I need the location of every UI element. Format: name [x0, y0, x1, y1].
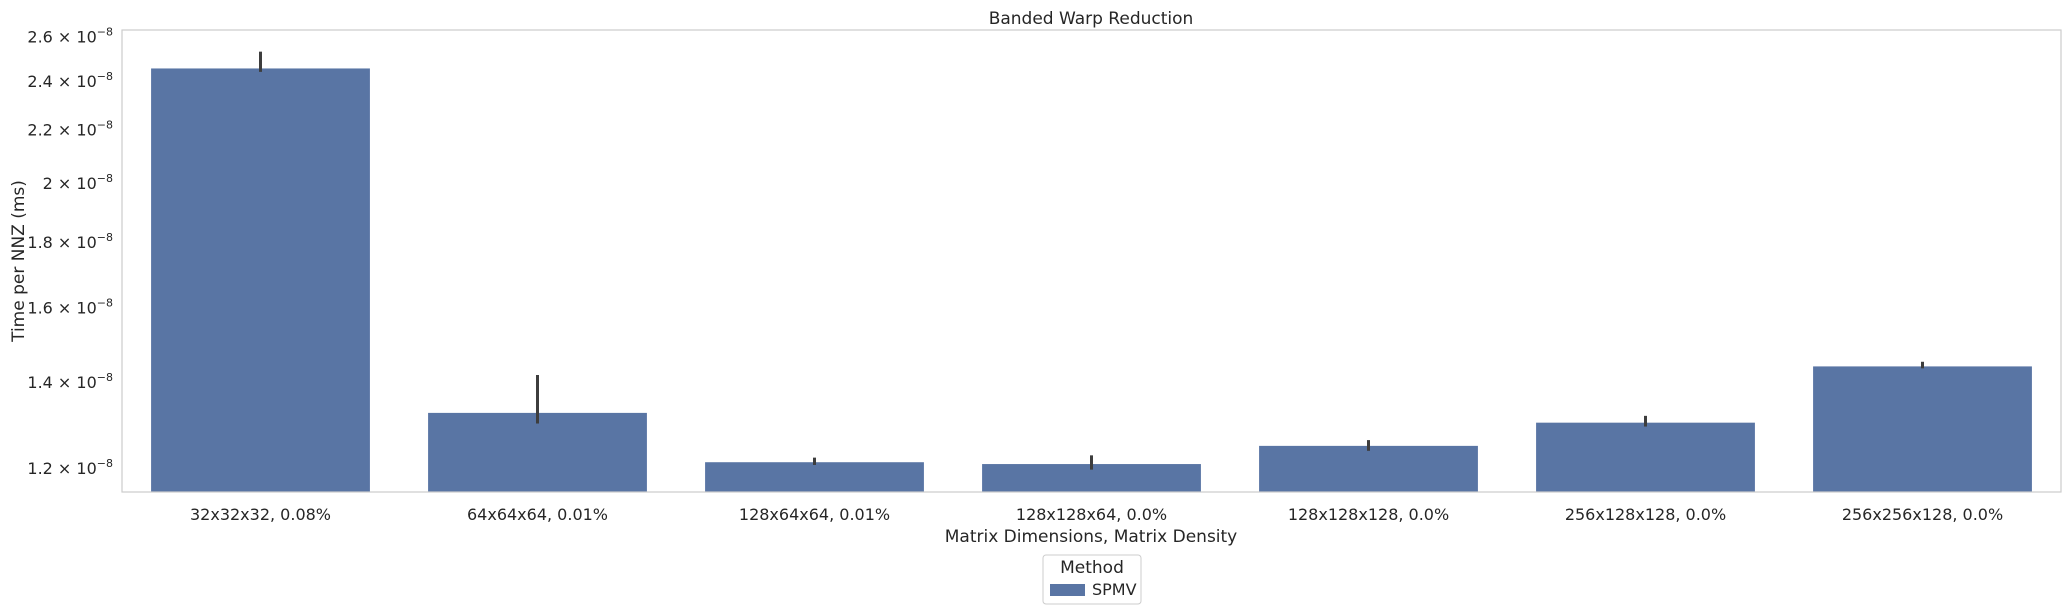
x-tick-label-2: 128x64x64, 0.01%: [739, 505, 890, 524]
error-bars: [259, 51, 1924, 470]
legend: Method SPMV: [1042, 554, 1142, 605]
legend-swatch-spmv: [1050, 584, 1085, 596]
y-tick-label-0: 1.2 × 10−8: [27, 457, 113, 478]
x-tick-label-4: 128x128x128, 0.0%: [1288, 505, 1449, 524]
x-tick-label-5: 256x128x128, 0.0%: [1565, 505, 1726, 524]
legend-label-spmv: SPMV: [1092, 580, 1137, 599]
legend-title: Method: [1060, 558, 1124, 578]
y-tick-label-1: 1.4 × 10−8: [27, 371, 113, 392]
bar-6: [1813, 366, 2032, 492]
bar-4: [1259, 445, 1478, 492]
x-tick-label-3: 128x128x64, 0.0%: [1016, 505, 1167, 524]
y-tick-label-4: 2 × 10−8: [43, 172, 113, 193]
x-tick-label-1: 64x64x64, 0.01%: [467, 505, 608, 524]
bar-0: [151, 68, 370, 493]
y-tick-label-3: 1.8 × 10−8: [27, 231, 113, 252]
bar-5: [1536, 422, 1755, 492]
y-tick-label-2: 1.6 × 10−8: [27, 297, 113, 318]
x-axis-ticks: 32x32x32, 0.08% 64x64x64, 0.01% 128x64x64,…: [190, 505, 2003, 524]
bar-1: [428, 412, 647, 492]
x-tick-label-6: 256x256x128, 0.0%: [1842, 505, 2003, 524]
axes-frame: [121, 29, 2062, 493]
y-axis-label: Time per NNZ (ms): [9, 180, 29, 343]
y-tick-label-6: 2.4 × 10−8: [27, 70, 113, 91]
x-tick-label-0: 32x32x32, 0.08%: [190, 505, 331, 524]
y-axis-ticks: 1.2 × 10−8 1.4 × 10−8 1.6 × 10−8 1.8 × 10−8…: [27, 25, 113, 478]
bars: [151, 68, 2032, 493]
bar-2: [705, 462, 924, 492]
chart-title: Banded Warp Reduction: [989, 9, 1194, 29]
y-tick-label-7: 2.6 × 10−8: [27, 25, 113, 46]
plot-area: [121, 29, 2062, 493]
x-axis-label: Matrix Dimensions, Matrix Density: [945, 527, 1238, 547]
y-tick-label-5: 2.2 × 10−8: [27, 119, 113, 140]
